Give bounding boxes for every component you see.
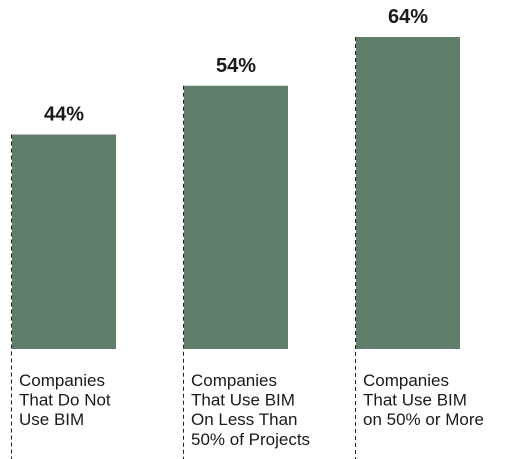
- category-label-line: Companies: [191, 371, 277, 390]
- category-label-1: Companies That Do Not Use BIM: [19, 371, 111, 429]
- data-label-3: 64%: [388, 6, 428, 28]
- category-label-line: On Less Than: [191, 410, 297, 429]
- category-label-line: That Do Not: [19, 391, 111, 410]
- category-label-2: Companies That Use BIM On Less Than 50% of …: [191, 371, 310, 449]
- category-label-line: on 50% or More: [363, 410, 484, 429]
- data-label-2: 54%: [216, 55, 256, 77]
- category-label-line: That Use BIM: [191, 391, 295, 410]
- category-label-line: Companies: [19, 371, 105, 390]
- category-label-line: Companies: [363, 371, 449, 390]
- data-label-1: 44%: [44, 104, 84, 126]
- category-label-line: Use BIM: [19, 410, 84, 429]
- category-label-line: That Use BIM: [363, 391, 467, 410]
- bar-1: [12, 134, 116, 349]
- bar-2: [184, 85, 288, 349]
- bar-3: [356, 37, 460, 349]
- category-label-line: 50% of Projects: [191, 430, 310, 449]
- category-label-3: Companies That Use BIM on 50% or More: [363, 371, 484, 429]
